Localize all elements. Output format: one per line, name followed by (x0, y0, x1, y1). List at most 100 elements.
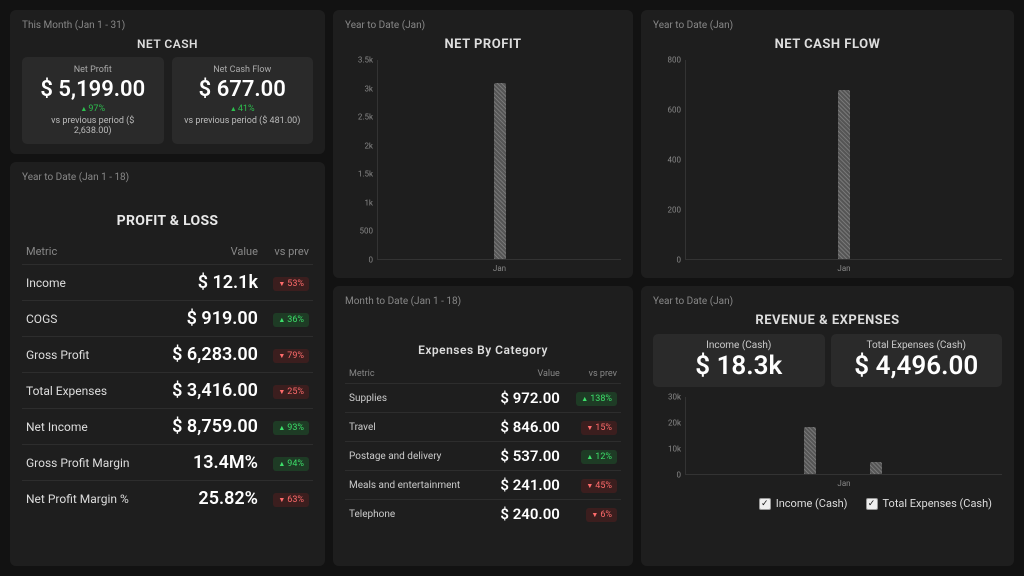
expenses-panel: Month to Date (Jan 1 - 18) Expenses By C… (333, 286, 633, 566)
delta-badge: 36% (273, 313, 309, 327)
delta-badge: 12% (581, 450, 617, 464)
kpi-sub-text: vs previous period ($ 481.00) (184, 116, 300, 126)
delta-badge: 93% (273, 421, 309, 435)
metric-cell: Telephone (345, 500, 485, 529)
revenue-expenses-panel: Year to Date (Jan) REVENUE & EXPENSES In… (641, 286, 1014, 566)
delta-cell: 63% (262, 481, 313, 517)
checkbox-icon: ✓ (759, 498, 771, 510)
delta-cell: 25% (262, 373, 313, 409)
col-value: Value (485, 365, 564, 384)
metric-cell: Meals and entertainment (345, 471, 485, 500)
net-cash-flow-chart-panel: Year to Date (Jan) NET CASH FLOW 8006004… (641, 10, 1014, 278)
kpi-net-cash-flow: Net Cash Flow $ 677.00 41% vs previous p… (172, 57, 314, 144)
metric-cell: Gross Profit Margin (22, 445, 152, 481)
kpi-sub: 97% vs previous period ($ 2,638.00) (28, 104, 158, 136)
ncf-title: NET CASH FLOW (653, 37, 1002, 52)
delta-badge: 6% (586, 508, 617, 522)
delta-cell: 94% (262, 445, 313, 481)
re-title: REVENUE & EXPENSES (653, 313, 1002, 328)
delta-badge: 63% (273, 493, 309, 507)
table-row: COGS$ 919.00 36% (22, 301, 313, 337)
kpi-value: $ 5,199.00 (28, 77, 158, 102)
value-cell: 25.82% (152, 481, 262, 517)
revenue-expenses-chart: 30k20k10k0 Jan (653, 397, 1002, 475)
np-title: NET PROFIT (345, 37, 621, 52)
kpi-label: Net Cash Flow (178, 65, 308, 75)
net-cash-title: NET CASH (22, 37, 313, 51)
profit-loss-panel: Year to Date (Jan 1 - 18) PROFIT & LOSS … (10, 162, 325, 566)
exp-title: Expenses By Category (345, 343, 621, 357)
kpi-value: $ 677.00 (178, 77, 308, 102)
table-row: Gross Profit$ 6,283.00 79% (22, 337, 313, 373)
metric-cell: Travel (345, 413, 485, 442)
pl-title: PROFIT & LOSS (22, 213, 313, 229)
value-cell: $ 6,283.00 (152, 337, 262, 373)
col-vsprev: vs prev (564, 365, 621, 384)
table-row: Net Profit Margin %25.82% 63% (22, 481, 313, 517)
exp-period: Month to Date (Jan 1 - 18) (345, 296, 621, 307)
value-cell: 13.4M% (152, 445, 262, 481)
table-row: Supplies$ 972.00 138% (345, 384, 621, 413)
x-axis-label: Jan (493, 264, 506, 273)
delta-badge: 53% (273, 277, 309, 291)
metric-cell: Gross Profit (22, 337, 152, 373)
col-metric: Metric (22, 239, 152, 265)
col-value: Value (152, 239, 262, 265)
table-row: Total Expenses$ 3,416.00 25% (22, 373, 313, 409)
value-cell: $ 3,416.00 (152, 373, 262, 409)
ncf-period: Year to Date (Jan) (653, 20, 1002, 31)
net-profit-chart: 3.5k3k2.5k2k1.5k1k5000 Jan (345, 60, 621, 260)
kpi-label: Total Expenses (Cash) (835, 340, 999, 351)
legend-expenses[interactable]: ✓ Total Expenses (Cash) (866, 497, 992, 510)
metric-cell: Income (22, 265, 152, 301)
metric-cell: Supplies (345, 384, 485, 413)
delta-badge: 45% (581, 479, 617, 493)
kpi-value: $ 18.3k (657, 351, 821, 381)
value-cell: $ 241.00 (485, 471, 564, 500)
chart-bar (494, 83, 506, 259)
delta-cell: 93% (262, 409, 313, 445)
table-row: Postage and delivery$ 537.00 12% (345, 442, 621, 471)
net-profit-chart-panel: Year to Date (Jan) NET PROFIT 3.5k3k2.5k… (333, 10, 633, 278)
delta-badge: 79% (273, 349, 309, 363)
table-row: Income$ 12.1k 53% (22, 265, 313, 301)
col-metric: Metric (345, 365, 485, 384)
profit-loss-table: Metric Value vs prev Income$ 12.1k 53%CO… (22, 239, 313, 516)
metric-cell: Postage and delivery (345, 442, 485, 471)
np-period: Year to Date (Jan) (345, 20, 621, 31)
metric-cell: COGS (22, 301, 152, 337)
net-cash-panel: This Month (Jan 1 - 31) NET CASH Net Pro… (10, 10, 325, 154)
expenses-table: Metric Value vs prev Supplies$ 972.00 13… (345, 365, 621, 528)
value-cell: $ 846.00 (485, 413, 564, 442)
x-axis-label: Jan (837, 264, 850, 273)
kpi-value: $ 4,496.00 (835, 351, 999, 381)
value-cell: $ 972.00 (485, 384, 564, 413)
delta-cell: 53% (262, 265, 313, 301)
delta-cell: 15% (564, 413, 621, 442)
kpi-label: Net Profit (28, 65, 158, 75)
delta-cell: 45% (564, 471, 621, 500)
delta-up-icon: 97% (80, 104, 105, 114)
kpi-total-expenses-cash: Total Expenses (Cash) $ 4,496.00 (831, 334, 1003, 387)
table-row: Travel$ 846.00 15% (345, 413, 621, 442)
kpi-sub: 41% vs previous period ($ 481.00) (178, 104, 308, 126)
chart-bar (804, 427, 816, 474)
delta-cell: 6% (564, 500, 621, 529)
value-cell: $ 919.00 (152, 301, 262, 337)
x-axis-label: Jan (837, 479, 850, 488)
kpi-income-cash: Income (Cash) $ 18.3k (653, 334, 825, 387)
checkbox-icon: ✓ (866, 498, 878, 510)
kpi-sub-text: vs previous period ($ 2,638.00) (32, 116, 154, 136)
delta-badge: 25% (273, 385, 309, 399)
table-row: Net Income$ 8,759.00 93% (22, 409, 313, 445)
re-period: Year to Date (Jan) (653, 296, 1002, 307)
delta-badge: 94% (273, 457, 309, 471)
kpi-net-profit: Net Profit $ 5,199.00 97% vs previous pe… (22, 57, 164, 144)
value-cell: $ 537.00 (485, 442, 564, 471)
metric-cell: Net Income (22, 409, 152, 445)
delta-badge: 15% (581, 421, 617, 435)
chart-bar (870, 462, 882, 474)
legend-income[interactable]: ✓ Income (Cash) (759, 497, 848, 510)
col-vsprev: vs prev (262, 239, 313, 265)
value-cell: $ 8,759.00 (152, 409, 262, 445)
